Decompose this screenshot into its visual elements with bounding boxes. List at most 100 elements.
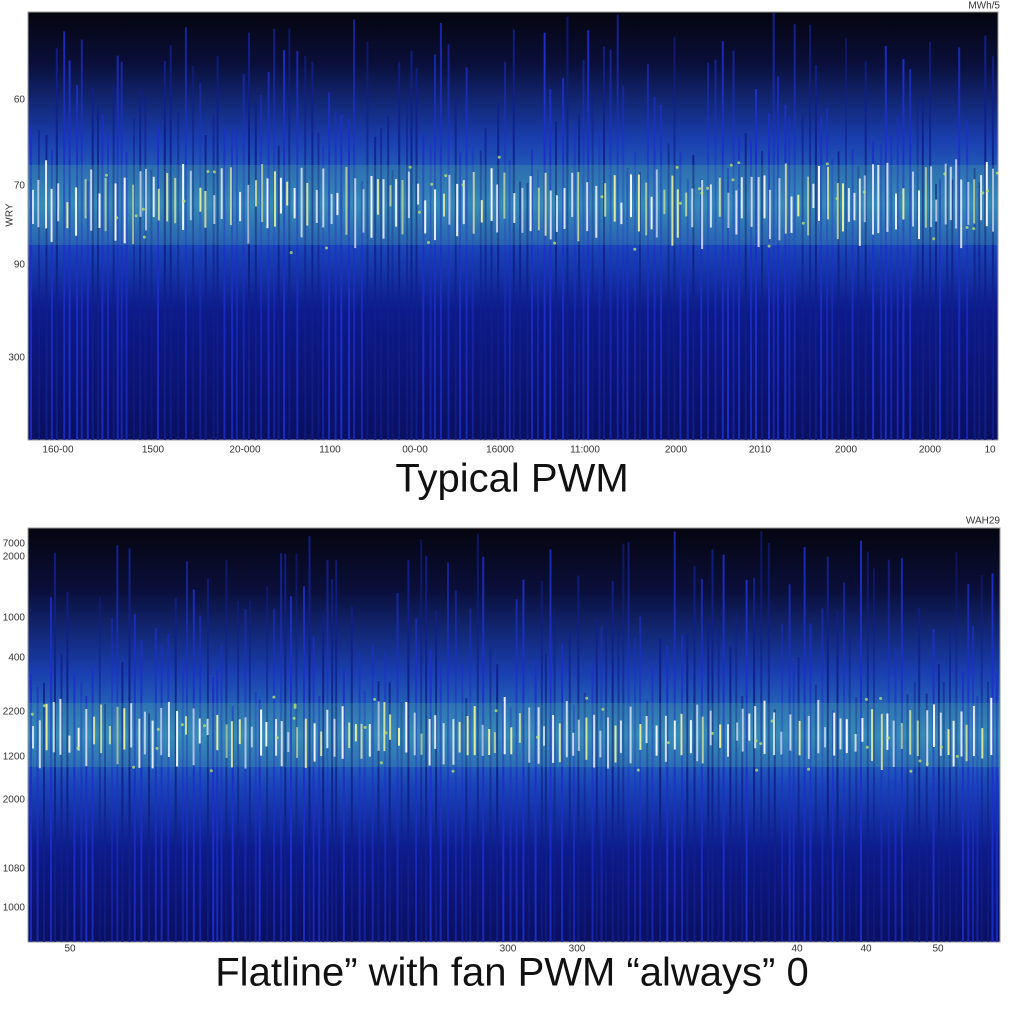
streak [133, 118, 135, 440]
speckle [767, 244, 771, 248]
streak [199, 83, 202, 440]
speckle [965, 226, 969, 229]
band-line [973, 179, 976, 224]
band-line [827, 166, 829, 220]
streak [918, 608, 921, 942]
band-line [382, 179, 385, 239]
band-line [798, 720, 801, 756]
speckle [995, 171, 999, 175]
streak [679, 151, 682, 440]
band-line [104, 178, 107, 232]
band-line [549, 190, 552, 240]
band-line [839, 718, 842, 750]
band-line [691, 188, 694, 228]
streak [515, 599, 518, 942]
streak [549, 549, 552, 942]
streak [154, 627, 157, 942]
band-line [151, 720, 154, 769]
band-line [845, 719, 848, 753]
band-line [341, 706, 344, 759]
streak [479, 150, 482, 441]
band-line [780, 731, 783, 755]
streak [732, 50, 735, 440]
band-line [315, 189, 318, 223]
speckle [825, 162, 829, 166]
band-line [123, 708, 126, 750]
band-line [185, 716, 187, 735]
x-tick-label: 20-000 [229, 445, 261, 456]
streak [186, 561, 188, 942]
band-line [266, 178, 269, 229]
streak [984, 35, 987, 440]
band-line [972, 705, 975, 757]
speckle [272, 695, 276, 699]
streak [68, 60, 71, 440]
streak [86, 181, 89, 440]
speckle [180, 723, 184, 727]
band-line [773, 712, 776, 756]
speckle [864, 697, 868, 701]
streak [55, 48, 58, 441]
band-line [59, 698, 62, 755]
speckle [675, 165, 679, 169]
streak [937, 664, 940, 942]
streak [605, 619, 608, 942]
streak [793, 24, 796, 440]
streak [223, 128, 226, 440]
band-line [949, 166, 952, 221]
speckle [918, 759, 922, 763]
band-line [244, 717, 247, 769]
streak [237, 600, 240, 942]
speckle [132, 765, 136, 769]
streak [469, 608, 472, 942]
band-line [389, 714, 392, 740]
streak [595, 618, 598, 942]
x-tick-label: 40 [791, 944, 803, 955]
band-line [655, 169, 658, 238]
streak [788, 584, 791, 942]
streak [471, 146, 474, 440]
streak [896, 115, 899, 440]
speckle [379, 761, 383, 765]
y-tick-label: 1000 [3, 613, 26, 624]
streak [573, 125, 576, 440]
band-line [443, 193, 445, 217]
band-line [230, 721, 233, 768]
band-line [740, 177, 743, 219]
streak [857, 166, 860, 440]
speckle [807, 767, 811, 771]
streak [374, 136, 377, 440]
band-line [167, 701, 170, 757]
band-line [336, 192, 339, 216]
band-line [152, 176, 155, 218]
x-tick-label: 160-00 [42, 445, 74, 456]
streak [609, 49, 612, 440]
streak [768, 112, 770, 441]
band-line [544, 172, 547, 236]
band-line [676, 189, 679, 238]
band-line [462, 180, 465, 225]
streak [454, 98, 457, 440]
streak [600, 626, 603, 942]
band-line [886, 713, 889, 750]
band-line [552, 715, 555, 763]
band-line [872, 164, 874, 235]
band-line [360, 723, 363, 759]
band-line [274, 171, 276, 227]
streak [91, 666, 94, 942]
band-line [709, 184, 712, 228]
band-line [320, 731, 323, 757]
streak [447, 562, 449, 942]
streak [577, 575, 580, 942]
streak [803, 547, 806, 942]
streak [755, 89, 757, 440]
speckle [633, 247, 637, 251]
speckle [536, 735, 539, 739]
band-line [784, 163, 787, 234]
band-line [287, 732, 290, 752]
speckle [801, 221, 805, 225]
band-line [789, 714, 792, 751]
streak [784, 104, 787, 440]
x-tick-label: 1500 [142, 445, 165, 456]
band-line [842, 183, 844, 232]
